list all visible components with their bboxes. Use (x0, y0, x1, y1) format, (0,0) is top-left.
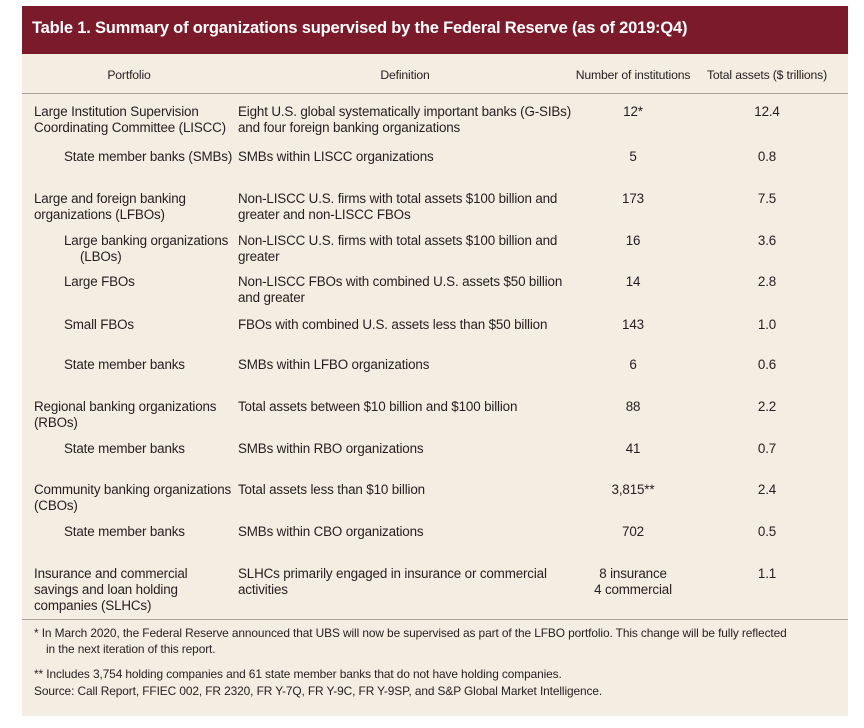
portfolio-cell: (LBOs) (80, 249, 122, 264)
number-cell: 4 commercial (594, 582, 672, 597)
number-cell: 143 (622, 317, 644, 332)
portfolio-cell: Community banking organizations (34, 482, 232, 497)
number-cell: 173 (622, 191, 644, 206)
assets-cell: 2.2 (757, 399, 777, 414)
definition-cell: FBOs with combined U.S. assets less than… (238, 317, 548, 332)
header-portfolio: Portfolio (107, 68, 151, 82)
assets-cell: 2.4 (757, 482, 777, 497)
portfolio-cell: savings and loan holding (34, 582, 178, 597)
number-cell: 702 (622, 524, 644, 539)
definition-cell: and greater (238, 290, 305, 305)
definition-cell: SMBs within LISCC organizations (238, 149, 434, 164)
portfolio-cell: organizations (LFBOs) (34, 207, 165, 222)
portfolio-cell: State member banks (64, 524, 185, 539)
portfolio-cell: Coordinating Committee (LISCC) (34, 120, 226, 135)
portfolio-cell: Large Institution Supervision (34, 104, 199, 119)
definition-cell: and four foreign banking organizations (238, 120, 461, 135)
number-cell: 41 (625, 441, 641, 456)
number-cell: 16 (625, 233, 641, 248)
assets-cell: 3.6 (757, 233, 777, 248)
footnote-1-line-2: in the next iteration of this report. (46, 642, 216, 656)
definition-cell: SLHCs primarily engaged in insurance or … (238, 566, 547, 581)
footnote-2: ** Includes 3,754 holding companies and … (34, 667, 562, 681)
portfolio-cell: Large FBOs (64, 274, 135, 289)
header-definition: Definition (380, 68, 430, 82)
number-cell: 12* (623, 104, 643, 119)
assets-cell: 1.1 (757, 566, 777, 581)
portfolio-cell: Regional banking organizations (34, 399, 217, 414)
assets-cell: 2.8 (757, 274, 777, 289)
number-cell: 14 (625, 274, 641, 289)
assets-cell: 1.0 (757, 317, 777, 332)
portfolio-cell: State member banks (SMBs) (64, 149, 233, 164)
header-rule (22, 93, 848, 94)
portfolio-cell: Insurance and commercial (34, 566, 188, 581)
title-bar: Table 1. Summary of organizations superv… (22, 6, 848, 54)
number-cell: 3,815** (611, 482, 655, 497)
definition-cell: Non-LISCC FBOs with combined U.S. assets… (238, 274, 563, 289)
footer-rule (22, 619, 848, 620)
definition-cell: SMBs within RBO organizations (238, 441, 424, 456)
portfolio-cell: companies (SLHCs) (34, 598, 152, 613)
assets-cell: 12.4 (754, 104, 780, 119)
definition-cell: activities (238, 582, 288, 597)
assets-cell: 0.5 (757, 524, 777, 539)
table-document: Table 1. Summary of organizations superv… (22, 6, 848, 716)
footnote-1-line-1: * In March 2020, the Federal Reserve ann… (34, 626, 787, 640)
definition-cell: Total assets between $10 billion and $10… (238, 399, 518, 414)
number-cell: 6 (629, 357, 637, 372)
portfolio-cell: State member banks (64, 441, 185, 456)
number-cell: 8 insurance (599, 566, 667, 581)
header-number: Number of institutions (575, 68, 691, 82)
number-cell: 5 (629, 149, 637, 164)
assets-cell: 7.5 (757, 191, 777, 206)
number-cell: 88 (625, 399, 641, 414)
definition-cell: Non-LISCC U.S. firms with total assets $… (238, 233, 558, 248)
assets-cell: 0.7 (757, 441, 777, 456)
definition-cell: greater and non-LISCC FBOs (238, 207, 411, 222)
assets-cell: 0.6 (757, 357, 777, 372)
source-note: Source: Call Report, FFIEC 002, FR 2320,… (34, 684, 603, 698)
portfolio-cell: Large banking organizations (64, 233, 229, 248)
portfolio-cell: Small FBOs (64, 317, 134, 332)
definition-cell: greater (238, 249, 280, 264)
portfolio-cell: (CBOs) (34, 498, 78, 513)
portfolio-cell: (RBOs) (34, 415, 78, 430)
definition-cell: Eight U.S. global systematically importa… (238, 104, 572, 119)
definition-cell: Non-LISCC U.S. firms with total assets $… (238, 191, 558, 206)
header-assets: Total assets ($ trillions) (706, 68, 828, 82)
definition-cell: Total assets less than $10 billion (238, 482, 425, 497)
definition-cell: SMBs within LFBO organizations (238, 357, 430, 372)
portfolio-cell: State member banks (64, 357, 185, 372)
assets-cell: 0.8 (757, 149, 777, 164)
definition-cell: SMBs within CBO organizations (238, 524, 424, 539)
portfolio-cell: Large and foreign banking (34, 191, 186, 206)
table-title: Table 1. Summary of organizations superv… (32, 19, 688, 37)
